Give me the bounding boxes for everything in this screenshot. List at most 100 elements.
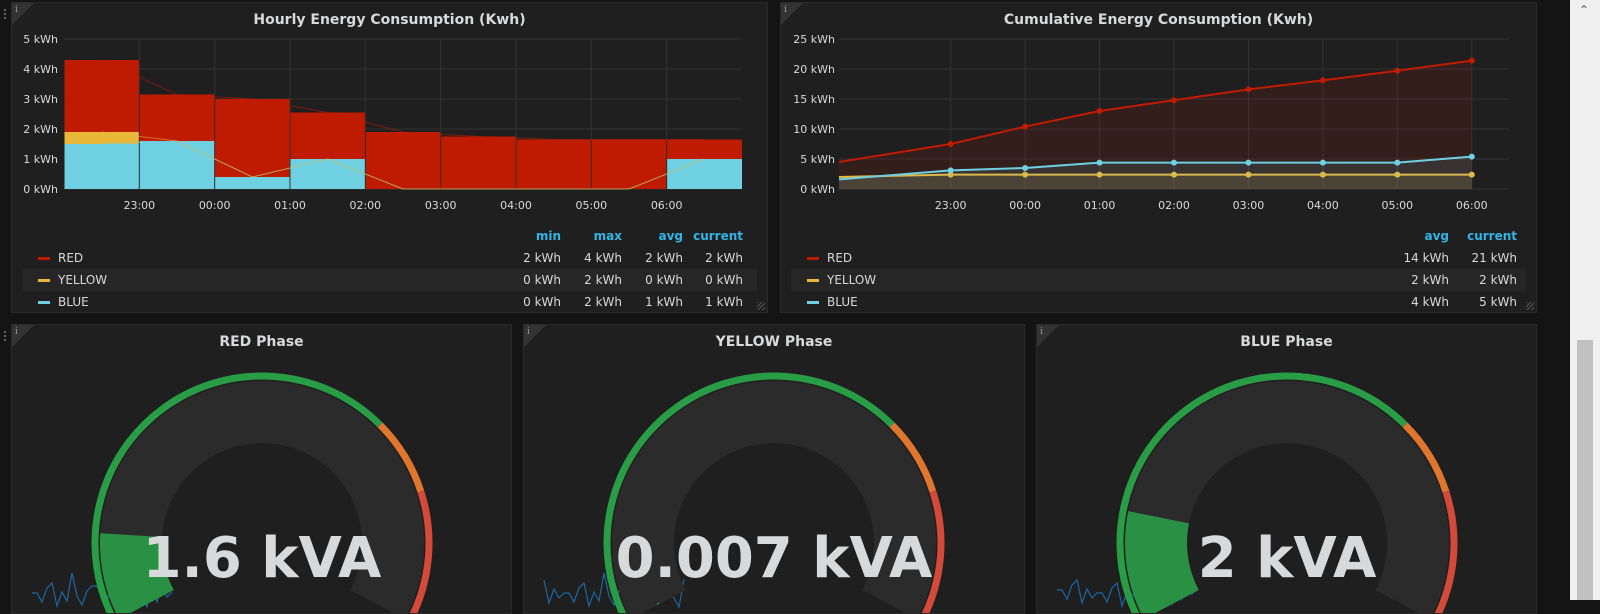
info-icon[interactable]: i: [15, 5, 18, 15]
data-point-blue: [1319, 159, 1326, 166]
gauge: 1.6 kVA: [32, 372, 433, 613]
scrollbar-thumb[interactable]: [1577, 340, 1593, 600]
x-tick-label: 06:00: [651, 199, 683, 212]
panel-title[interactable]: Hourly Energy Consumption (Kwh): [253, 12, 526, 28]
legend-row-red[interactable]: RED 14 kWh 21 kWh: [791, 247, 1526, 269]
scroll-up-arrow-icon[interactable]: ⌃: [1579, 3, 1590, 17]
x-tick-label: 05:00: [575, 199, 607, 212]
legend-value: 2 kWh: [1411, 273, 1449, 287]
gauge-value-arc: [656, 602, 660, 605]
series-line-red: [101, 59, 705, 140]
x-tick-label: 04:00: [500, 199, 532, 212]
x-tick-label: 03:00: [1233, 199, 1265, 212]
bar-red: [516, 139, 591, 189]
legend-swatch-red[interactable]: [807, 257, 819, 260]
panel-title[interactable]: Cumulative Energy Consumption (Kwh): [1003, 12, 1314, 28]
legend-swatch-blue[interactable]: [807, 301, 819, 304]
y-tick-label: 25 kWh: [793, 33, 835, 46]
x-tick-label: 23:00: [935, 199, 967, 212]
panel-menu-corner[interactable]: [12, 3, 34, 25]
legend-swatch-blue[interactable]: [38, 301, 50, 304]
bar-red: [441, 136, 516, 189]
legend-swatch-yellow[interactable]: [807, 279, 819, 282]
legend-series-name[interactable]: YELLOW: [58, 273, 108, 287]
panel-menu-corner[interactable]: [1037, 325, 1059, 347]
page-scrollbar[interactable]: ⌃: [1570, 0, 1600, 600]
data-point-blue: [1468, 153, 1475, 160]
legend-row-yellow[interactable]: YELLOW 2 kWh 2 kWh: [791, 269, 1526, 291]
panel-menu-corner[interactable]: [12, 325, 34, 347]
legend-header-avg[interactable]: avg: [658, 229, 683, 243]
y-tick-label: 15 kWh: [793, 93, 835, 106]
legend-row-blue[interactable]: BLUE 0 kWh 2 kWh 1 kWh 1 kWh: [22, 291, 757, 312]
legend-header-avg[interactable]: avg: [1424, 229, 1449, 243]
y-tick-label: 0 kWh: [23, 183, 58, 196]
x-tick-label: 02:00: [1158, 199, 1190, 212]
legend-header-max[interactable]: max: [593, 229, 622, 243]
bar-red: [139, 94, 215, 141]
legend-value: 2 kWh: [584, 273, 622, 287]
panel-menu-corner[interactable]: [524, 325, 546, 347]
panel-title[interactable]: BLUE Phase: [1240, 334, 1333, 350]
legend-header-current[interactable]: current: [693, 229, 743, 243]
legend-value: 0 kWh: [705, 273, 743, 287]
legend-value: 14 kWh: [1403, 251, 1449, 265]
data-point-yellow: [947, 171, 954, 178]
data-point-red: [1468, 57, 1475, 64]
legend-row-blue[interactable]: BLUE 4 kWh 5 kWh: [791, 291, 1526, 312]
data-point-yellow: [1022, 171, 1029, 178]
area-red: [839, 60, 1472, 189]
y-tick-label: 2 kWh: [23, 123, 58, 136]
x-tick-label: 02:00: [349, 199, 381, 212]
legend-row-yellow[interactable]: YELLOW 0 kWh 2 kWh 0 kWh 0 kWh: [22, 269, 757, 291]
gauge-threshold-green: [91, 372, 383, 613]
legend-swatch-red[interactable]: [38, 257, 50, 260]
legend-series-name[interactable]: BLUE: [58, 295, 89, 309]
info-icon[interactable]: i: [15, 327, 18, 337]
panel-menu-corner[interactable]: [781, 3, 803, 25]
info-icon[interactable]: i: [784, 5, 787, 15]
bar-red: [591, 139, 667, 189]
legend-value: 21 kWh: [1471, 251, 1517, 265]
legend-value: 4 kWh: [584, 251, 622, 265]
gauge-threshold-green: [603, 372, 895, 613]
gauge-value-arc: [100, 533, 175, 613]
y-tick-label: 10 kWh: [793, 123, 835, 136]
cumulative-legend: avg current RED 14 kWh 21 kWh YELLOW 2 k…: [791, 225, 1526, 312]
legend-row-red[interactable]: RED 2 kWh 4 kWh 2 kWh 2 kWh: [22, 247, 757, 269]
x-tick-label: 00:00: [199, 199, 231, 212]
resize-handle[interactable]: [1526, 302, 1534, 310]
bar-blue: [64, 144, 139, 189]
legend-value: 2 kWh: [1479, 273, 1517, 287]
row-drag-handle[interactable]: [3, 330, 7, 342]
gauge-value-text: 0.007 kVA: [616, 526, 933, 591]
x-tick-label: 05:00: [1381, 199, 1413, 212]
gauge-threshold-orange: [1402, 422, 1450, 493]
legend-series-name[interactable]: BLUE: [827, 295, 858, 309]
data-point-red: [1394, 67, 1401, 74]
legend-value: 0 kWh: [645, 273, 683, 287]
legend-header-min[interactable]: min: [535, 229, 561, 243]
legend-swatch-yellow[interactable]: [38, 279, 50, 282]
legend-header-current[interactable]: current: [1467, 229, 1517, 243]
data-point-blue: [1394, 159, 1401, 166]
area-yellow: [839, 174, 1472, 189]
bar-blue: [139, 141, 215, 189]
data-point-red: [1245, 86, 1252, 93]
row-drag-handle[interactable]: [3, 8, 7, 20]
legend-series-name[interactable]: RED: [827, 251, 853, 265]
gauge-threshold-orange: [377, 422, 425, 493]
panel-title[interactable]: RED Phase: [219, 334, 304, 350]
info-icon[interactable]: i: [1040, 327, 1043, 337]
panel-title[interactable]: YELLOW Phase: [715, 334, 833, 350]
info-icon[interactable]: i: [527, 327, 530, 337]
gauge-value-text: 1.6 kVA: [143, 526, 382, 591]
legend-series-name[interactable]: RED: [58, 251, 84, 265]
resize-handle[interactable]: [757, 302, 765, 310]
x-tick-label: 06:00: [1456, 199, 1488, 212]
y-tick-label: 5 kWh: [800, 153, 835, 166]
bar-red: [667, 139, 742, 159]
data-point-red: [1171, 97, 1177, 104]
legend-series-name[interactable]: YELLOW: [827, 273, 877, 287]
y-tick-label: 5 kWh: [23, 33, 58, 46]
